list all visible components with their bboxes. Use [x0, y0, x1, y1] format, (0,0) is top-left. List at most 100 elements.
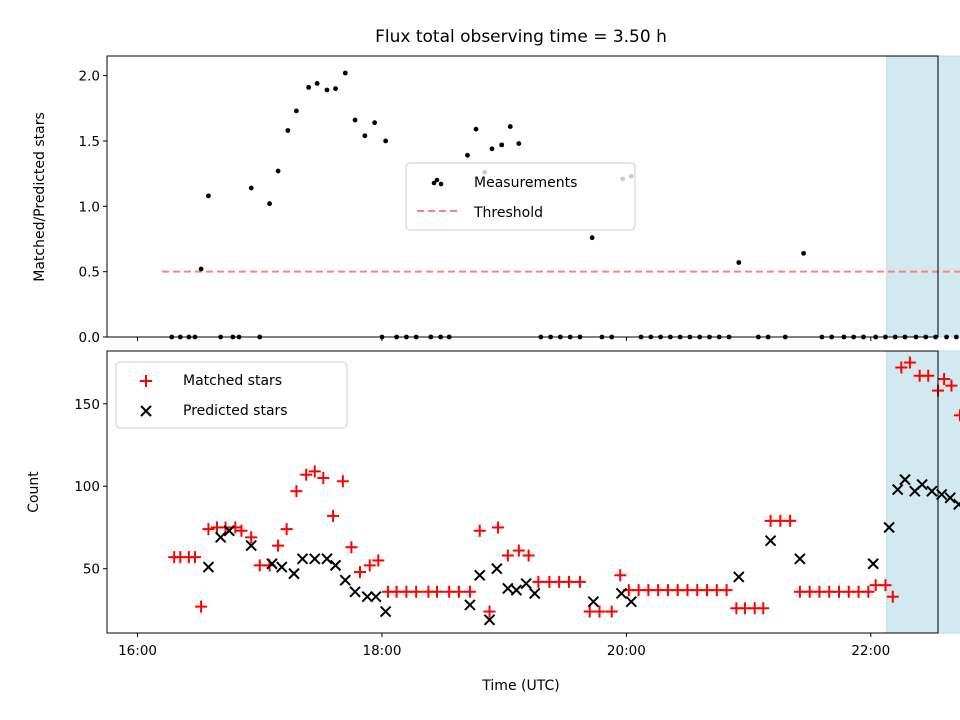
matched-star-point	[945, 379, 958, 392]
predicted-star-point	[794, 553, 806, 565]
top-y-tick-label: 0.0	[79, 330, 100, 346]
matched-star-point	[345, 541, 358, 554]
matched-star-point	[317, 471, 330, 484]
predicted-star-point	[891, 483, 904, 496]
measurement-point	[198, 266, 204, 272]
top-legend-box	[405, 162, 636, 231]
matched-star-point	[372, 554, 385, 567]
predicted-star-point	[370, 591, 382, 603]
top-y-tick-label: 1.0	[79, 199, 100, 215]
matched-star-point	[410, 585, 423, 598]
x-tick-label: 22:00	[851, 643, 890, 659]
legend-measurements-label: Measurements	[474, 175, 577, 191]
measurement-point	[294, 108, 299, 114]
measurement-point	[589, 235, 595, 241]
bottom-legend: Matched stars Predicted stars	[115, 361, 348, 429]
matched-star-point	[720, 584, 733, 597]
top-y-axis: 0.0 0.5 1.0 1.5 2.0	[79, 69, 107, 346]
x-axis-label: Time (UTC)	[481, 678, 559, 694]
top-y-axis-label: Matched/Predicted stars	[32, 112, 48, 282]
matched-star-point	[512, 544, 525, 557]
predicted-star-point	[309, 553, 321, 565]
predicted-star-point	[510, 584, 523, 596]
matched-star-point	[605, 605, 618, 618]
predicted-star-point	[883, 521, 895, 534]
bottom-observing-window	[886, 350, 960, 634]
matched-star-point	[195, 600, 208, 613]
predicted-star-point	[474, 569, 486, 581]
top-y-tick-label: 2.0	[79, 69, 100, 85]
top-axes-frame	[106, 55, 939, 338]
top-panel: 0.00.51.01.52.0 Matched/Predicted stars …	[32, 55, 960, 346]
top-y-tick-label: 0.5	[79, 265, 100, 281]
matched-star-point	[938, 373, 951, 386]
matched-star-point	[188, 551, 201, 564]
measurement-point	[314, 81, 320, 86]
matched-star-point	[562, 575, 575, 588]
matched-star-point	[300, 468, 313, 481]
predicted-star-point	[296, 553, 309, 565]
bottom-y-tick-label: 50	[83, 562, 100, 578]
predicted-star-point	[329, 559, 342, 572]
measurement-point	[352, 117, 358, 123]
predicted-star-point	[288, 567, 300, 580]
matched-star-point	[473, 524, 486, 537]
predicted-star-point	[483, 614, 496, 626]
measurement-point	[383, 138, 389, 144]
legend-measurements-marker	[438, 181, 444, 187]
measurement-point	[736, 260, 742, 265]
legend-measurements-marker	[434, 177, 440, 183]
measurement-point	[324, 87, 330, 93]
matched-star-point	[593, 605, 606, 618]
predicted-star-point	[520, 577, 532, 590]
predicted-star-point	[733, 571, 745, 583]
matched-star-point	[202, 523, 215, 536]
matched-star-point	[483, 605, 496, 618]
matched-star-point	[363, 559, 376, 572]
predicted-star-point	[926, 485, 938, 497]
predicted-star-point	[529, 587, 541, 600]
measurement-point	[206, 193, 211, 199]
predicted-star-point	[379, 605, 392, 618]
measurement-point	[306, 84, 312, 90]
matched-star-point	[522, 549, 535, 562]
matched-star-point	[353, 565, 366, 578]
matched-star-point	[501, 549, 514, 562]
measurement-point	[499, 142, 505, 148]
matched-star-point	[290, 485, 303, 498]
bottom-y-tick-label: 150	[74, 397, 100, 413]
predicted-star-point	[464, 599, 476, 611]
measurement-point	[516, 141, 522, 146]
matched-star-point	[492, 521, 505, 534]
predicted-star-point	[867, 558, 879, 570]
predicted-star-point	[899, 473, 911, 486]
measurement-point	[333, 86, 338, 92]
matched-star-point	[272, 539, 285, 552]
matched-star-point	[327, 509, 340, 522]
predicted-star-point	[266, 558, 278, 570]
matched-star-point	[532, 575, 545, 588]
predicted-star-point	[339, 574, 352, 586]
matched-star-point	[757, 602, 770, 615]
top-observing-window	[886, 55, 960, 338]
matched-star-points	[168, 356, 960, 618]
x-tick-label: 16:00	[118, 643, 157, 659]
predicted-star-point	[223, 525, 235, 537]
measurement-point	[507, 124, 513, 129]
top-legend: Measurements Threshold	[405, 162, 636, 231]
predicted-star-point	[625, 595, 637, 608]
bottom-axes-frame	[106, 350, 939, 634]
measurement-point	[275, 168, 281, 174]
bottom-legend-box	[115, 361, 348, 429]
predicted-star-point	[916, 478, 928, 491]
matched-star-point	[862, 585, 875, 598]
bottom-y-axis-label: Count	[26, 471, 42, 513]
predicted-star-point	[944, 492, 956, 504]
bottom-y-axis: 50 100 150	[74, 397, 107, 578]
predicted-star-point	[587, 595, 600, 608]
matched-star-point	[245, 531, 258, 544]
measurement-point	[465, 152, 470, 158]
